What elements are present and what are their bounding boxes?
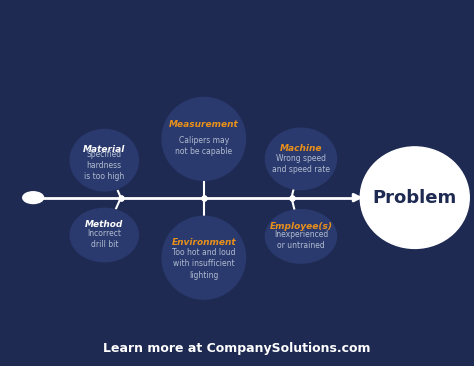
- Text: Too hot and loud
with insufficient
lighting: Too hot and loud with insufficient light…: [172, 249, 236, 280]
- Ellipse shape: [360, 147, 469, 249]
- Text: Problem: Problem: [373, 188, 457, 207]
- Ellipse shape: [265, 210, 337, 263]
- Ellipse shape: [70, 208, 138, 262]
- Text: Learn more at CompanySolutions.com: Learn more at CompanySolutions.com: [103, 342, 371, 355]
- Text: Environment: Environment: [172, 238, 236, 247]
- Text: Measurement: Measurement: [169, 120, 239, 129]
- Text: Calipers may
not be capable: Calipers may not be capable: [175, 136, 232, 156]
- Text: Wrong speed
and speed rate: Wrong speed and speed rate: [272, 154, 330, 175]
- Text: Machine: Machine: [280, 143, 322, 153]
- Text: Employee(s): Employee(s): [270, 222, 332, 231]
- Text: "Technical Problem Root Cause" Diagram: "Technical Problem Root Cause" Diagram: [13, 26, 461, 45]
- Ellipse shape: [265, 128, 337, 190]
- Text: Method: Method: [85, 220, 123, 229]
- Text: Material: Material: [83, 145, 126, 154]
- Text: Incorrect
drill bit: Incorrect drill bit: [87, 229, 121, 249]
- Ellipse shape: [162, 216, 246, 299]
- Circle shape: [23, 192, 44, 203]
- Ellipse shape: [70, 130, 138, 191]
- Ellipse shape: [162, 97, 246, 180]
- Text: Specified
hardness
is too high: Specified hardness is too high: [84, 150, 124, 182]
- Text: Inexperienced
or untrained: Inexperienced or untrained: [274, 230, 328, 250]
